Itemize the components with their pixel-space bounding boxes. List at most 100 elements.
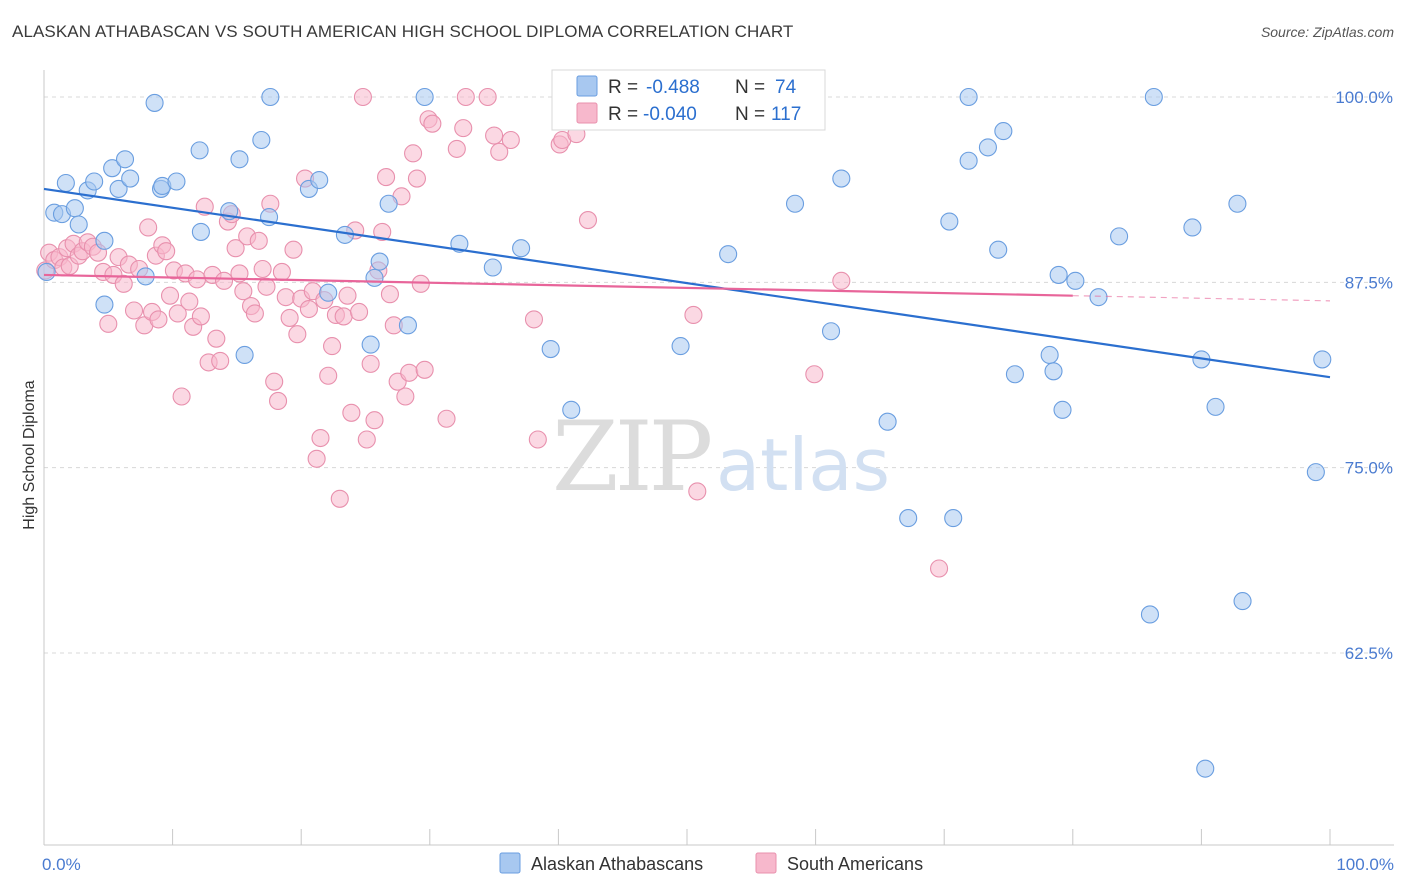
alaskan-athabascan-point (944, 509, 963, 528)
y-tick-labels: 62.5% 75.0% 87.5% 100.0% (1335, 88, 1393, 663)
south-american-point (578, 211, 598, 230)
south-americans-trend-extension (1072, 295, 1331, 302)
alaskan-athabascan-point (365, 268, 384, 287)
alaskan-athabascan-point (310, 170, 329, 190)
south-american-point (284, 240, 303, 259)
alaskan-athabascan-point (115, 150, 135, 169)
south-american-point (272, 262, 291, 282)
south-american-point (299, 299, 318, 319)
alaskan-athabascan-point (56, 173, 75, 193)
south-american-point (323, 337, 342, 356)
south-american-point (342, 403, 361, 422)
alaskan-athabascan-point (541, 340, 560, 359)
alaskan-athabascan-point (69, 215, 88, 234)
south-american-point (485, 126, 504, 145)
south-american-point (832, 271, 851, 290)
watermark: ZIP atlas (552, 401, 890, 513)
south-american-point (400, 363, 419, 382)
south-american-point (684, 305, 703, 325)
legend-swatch-pink (576, 102, 598, 124)
y-tick-label: 87.5% (1345, 273, 1393, 292)
alaskan-athabascan-point (832, 169, 851, 188)
alaskan-athabascan-point (1183, 218, 1202, 237)
south-american-point (307, 449, 326, 468)
alaskan-athabascan-point (1044, 362, 1063, 381)
series-legend-swatch-blue (499, 852, 521, 874)
south-american-point (524, 310, 544, 329)
alaskan-athabascan-point (398, 316, 417, 335)
alaskan-athabascan-point (85, 172, 104, 191)
y-axis-title: High School Diploma (21, 380, 38, 530)
alaskan-athabascan-point (167, 172, 186, 191)
alaskan-athabascan-point (235, 345, 254, 365)
south-american-point (365, 411, 384, 430)
series-legend-label-blue: Alaskan Athabascans (531, 854, 703, 874)
south-american-point (280, 308, 299, 327)
south-american-point (149, 310, 168, 329)
legend-r-value-blue: -0.488 (646, 77, 700, 98)
alaskan-athabascan-point (1228, 194, 1247, 213)
south-american-point (447, 139, 466, 158)
legend-r-label-blue: R = (608, 77, 638, 98)
south-american-point (805, 365, 824, 384)
stats-legend: R = -0.488 N = 74 R = -0.040 N = 117 (551, 69, 826, 131)
south-american-point (350, 302, 369, 322)
south-american-point (454, 119, 473, 138)
south-american-point (311, 428, 330, 448)
alaskan-athabascan-point (95, 295, 114, 314)
alaskan-athabascans-trend-line (43, 187, 1331, 379)
south-american-point (288, 325, 307, 344)
alaskan-athabascan-point (37, 262, 56, 282)
alaskan-athabascan-point (1313, 350, 1332, 369)
alaskan-athabascan-point (65, 199, 84, 218)
x-axis-ticks (43, 829, 1331, 845)
alaskan-athabascan-point (191, 222, 210, 241)
alaskan-athabascan-point (230, 150, 249, 169)
south-american-point (214, 271, 234, 290)
south-american-point (187, 270, 207, 289)
alaskan-athabascan-point (370, 252, 389, 271)
alaskan-athabascan-point (1306, 463, 1325, 482)
alaskan-athabascan-point (785, 194, 805, 213)
south-american-point (353, 87, 372, 107)
legend-r-label-pink: R = (608, 104, 638, 125)
south-american-point (157, 242, 176, 261)
south-american-point (191, 307, 210, 326)
south-american-point (411, 274, 430, 293)
south-american-point (160, 286, 180, 305)
south-american-point (180, 292, 199, 311)
alaskan-athabascan-point (1005, 365, 1024, 384)
series-legend-label-pink: South Americans (787, 854, 923, 874)
legend-r-value-pink: -0.040 (643, 104, 697, 125)
south-american-point (334, 307, 353, 326)
alaskan-athabascan-point (1140, 605, 1160, 624)
alaskan-athabascan-point (1053, 400, 1072, 419)
south-american-point (245, 304, 264, 323)
south-american-point (249, 231, 268, 250)
alaskan-athabascan-point (483, 258, 502, 277)
alaskan-athabascan-point (95, 231, 114, 250)
alaskan-athabascan-point (1040, 345, 1059, 365)
y-tick-label: 100.0% (1335, 88, 1393, 107)
legend-n-label-pink: N = (735, 104, 765, 125)
alaskan-athabascan-point (1206, 397, 1225, 416)
south-american-point (688, 482, 707, 501)
alaskan-athabascan-point (1110, 227, 1129, 246)
alaskan-athabascan-point (121, 169, 140, 188)
alaskan-athabascan-point (361, 335, 380, 354)
series-legend: Alaskan Athabascans South Americans (499, 852, 923, 874)
alaskan-athabascan-point (190, 141, 209, 160)
alaskan-athabascan-point (821, 322, 841, 341)
series-legend-swatch-pink (755, 852, 777, 874)
alaskan-athabascan-point (145, 93, 164, 112)
south-american-point (528, 430, 547, 449)
trend-lines (43, 187, 1331, 379)
south-american-point (930, 559, 949, 578)
alaskan-athabascan-point (319, 283, 338, 302)
alaskan-athabascan-point (562, 400, 581, 419)
alaskan-athabascan-point (1089, 288, 1108, 307)
south-american-point (211, 351, 230, 370)
alaskan-athabascan-point (103, 159, 122, 178)
south-american-point (338, 286, 357, 305)
